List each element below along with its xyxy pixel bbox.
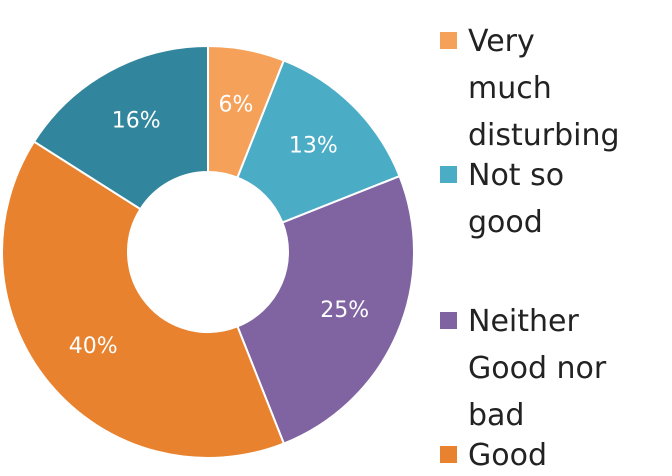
data-label: 25%	[320, 298, 369, 323]
data-label: 16%	[112, 108, 161, 133]
legend-label: Not so good	[468, 158, 565, 240]
legend-swatch	[440, 32, 457, 49]
legend-swatch	[440, 446, 457, 463]
data-label: 6%	[218, 93, 253, 118]
legend-label: Good	[468, 438, 547, 473]
data-label: 40%	[69, 334, 118, 359]
donut: 6% 13% 25% 40% 16%	[1, 44, 415, 459]
slice	[32, 44, 209, 211]
legend-label: Neither Good nor bad	[468, 304, 607, 433]
slice	[236, 174, 415, 445]
slice	[1, 140, 286, 459]
legend-swatch	[440, 166, 457, 183]
legend-label: Very much disturbing	[468, 24, 620, 153]
legend-swatch	[440, 312, 457, 329]
slice	[236, 59, 401, 224]
data-label: 13%	[289, 134, 338, 159]
